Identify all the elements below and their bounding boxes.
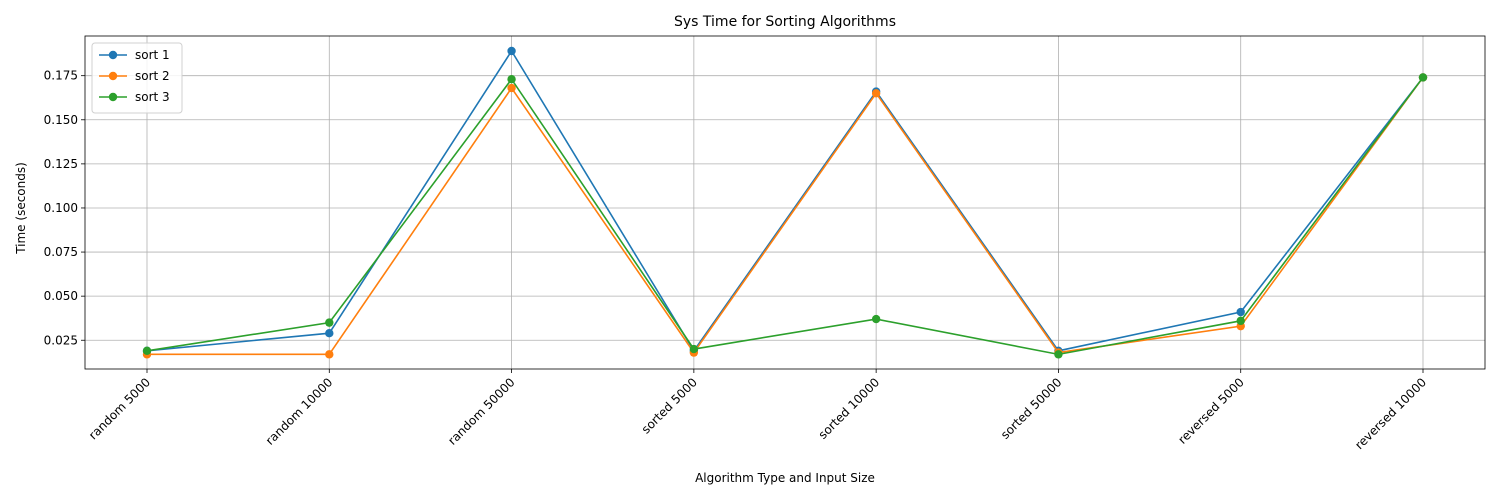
data-point — [507, 75, 516, 84]
legend-label: sort 3 — [135, 90, 170, 104]
data-point — [507, 83, 516, 93]
y-tick-label: 0.175 — [44, 69, 78, 83]
legend-marker — [108, 92, 118, 102]
data-point — [1418, 73, 1428, 82]
legend-label: sort 2 — [135, 69, 170, 83]
data-point — [142, 346, 152, 356]
legend-marker — [108, 50, 118, 60]
y-axis-label: Time (seconds) — [14, 162, 28, 255]
x-tick-label: reversed 5000 — [1175, 375, 1246, 446]
data-point — [871, 314, 881, 324]
x-axis-label: Algorithm Type and Input Size — [695, 471, 875, 485]
data-point — [325, 328, 334, 338]
grid-lines — [85, 36, 1485, 369]
series-layer — [142, 46, 1428, 359]
chart-title: Sys Time for Sorting Algorithms — [674, 14, 896, 30]
x-axis: random 5000 random 10000 random 50000 sorte… — [86, 369, 1429, 452]
y-axis: 0.025 0.050 0.075 0.100 0.125 0.150 0.175 — [44, 69, 85, 347]
series-line — [147, 76, 1424, 356]
legend-item: sort 2 — [99, 69, 170, 83]
series-1 — [142, 46, 1428, 356]
legend-marker — [108, 71, 118, 81]
plot-area — [84, 35, 1486, 370]
y-tick-label: 0.150 — [44, 113, 78, 127]
legend: sort 1 sort 2 sort 3 — [91, 42, 183, 114]
y-tick-label: 0.050 — [44, 289, 78, 303]
x-tick-label: random 50000 — [445, 375, 518, 448]
y-tick-label: 0.100 — [44, 201, 78, 215]
series-2 — [142, 73, 1428, 359]
data-point — [871, 89, 881, 98]
series-line — [146, 76, 1424, 356]
series-line — [146, 49, 1424, 353]
data-point — [1054, 350, 1063, 359]
data-point — [689, 344, 699, 354]
x-tick-label: sorted 5000 — [639, 375, 700, 436]
y-tick-label: 0.125 — [44, 157, 78, 171]
y-tick-label: 0.075 — [44, 245, 78, 259]
data-point — [1236, 307, 1245, 317]
data-point — [507, 46, 516, 56]
y-tick-label: 0.025 — [44, 333, 78, 347]
x-tick-label: reversed 10000 — [1352, 375, 1429, 452]
x-tick-label: random 5000 — [86, 375, 153, 442]
data-point — [325, 318, 334, 327]
data-point — [325, 350, 334, 359]
legend-item: sort 1 — [99, 48, 170, 62]
series-3 — [142, 73, 1428, 359]
x-tick-label: sorted 10000 — [816, 375, 883, 442]
x-tick-label: sorted 50000 — [998, 375, 1065, 442]
legend-label: sort 1 — [135, 48, 170, 62]
legend-item: sort 3 — [99, 90, 170, 104]
data-point — [1236, 316, 1245, 326]
x-tick-label: random 10000 — [263, 375, 336, 448]
